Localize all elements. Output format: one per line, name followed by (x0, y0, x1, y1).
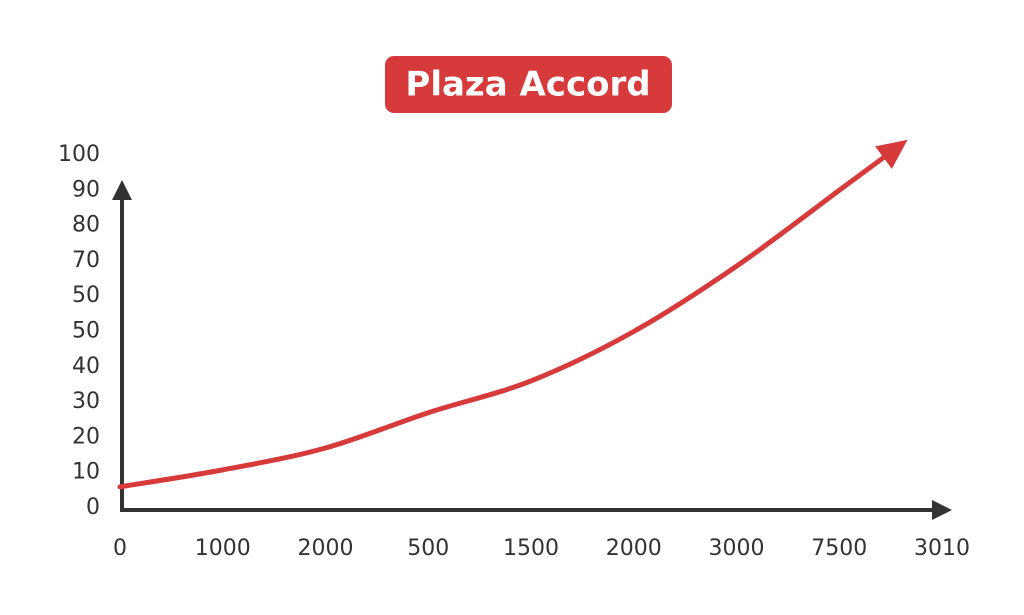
x-tick-label: 7500 (811, 536, 867, 561)
x-tick-label: 3000 (709, 536, 765, 561)
y-tick-label: 100 (58, 142, 100, 167)
y-tick-label: 20 (72, 424, 100, 449)
y-tick-label: 50 (72, 319, 100, 344)
x-tick-label: 2000 (298, 536, 354, 561)
title-box (385, 56, 672, 113)
y-tick-label: 40 (72, 354, 100, 379)
x-tick-label: 3010 (914, 536, 970, 561)
x-tick-label: 1000 (195, 536, 251, 561)
trend-line (117, 187, 842, 490)
y-tick-label: 0 (86, 495, 100, 520)
y-tick-label: 50 (72, 283, 100, 308)
y-tick-label: 30 (72, 389, 100, 414)
y-tick-label: 70 (72, 248, 100, 273)
x-tick-label: 0 (113, 536, 127, 561)
trend-arrow-head (875, 139, 908, 169)
y-tick-label: 80 (72, 213, 100, 238)
y-tick-label: 90 (72, 177, 100, 202)
x-tick-label: 2000 (606, 536, 662, 561)
y-tick-label: 10 (72, 460, 100, 485)
chart-title: Plaza Accord (405, 65, 650, 105)
x-tick-label: 1500 (503, 536, 559, 561)
x-tick-label: 500 (407, 536, 449, 561)
